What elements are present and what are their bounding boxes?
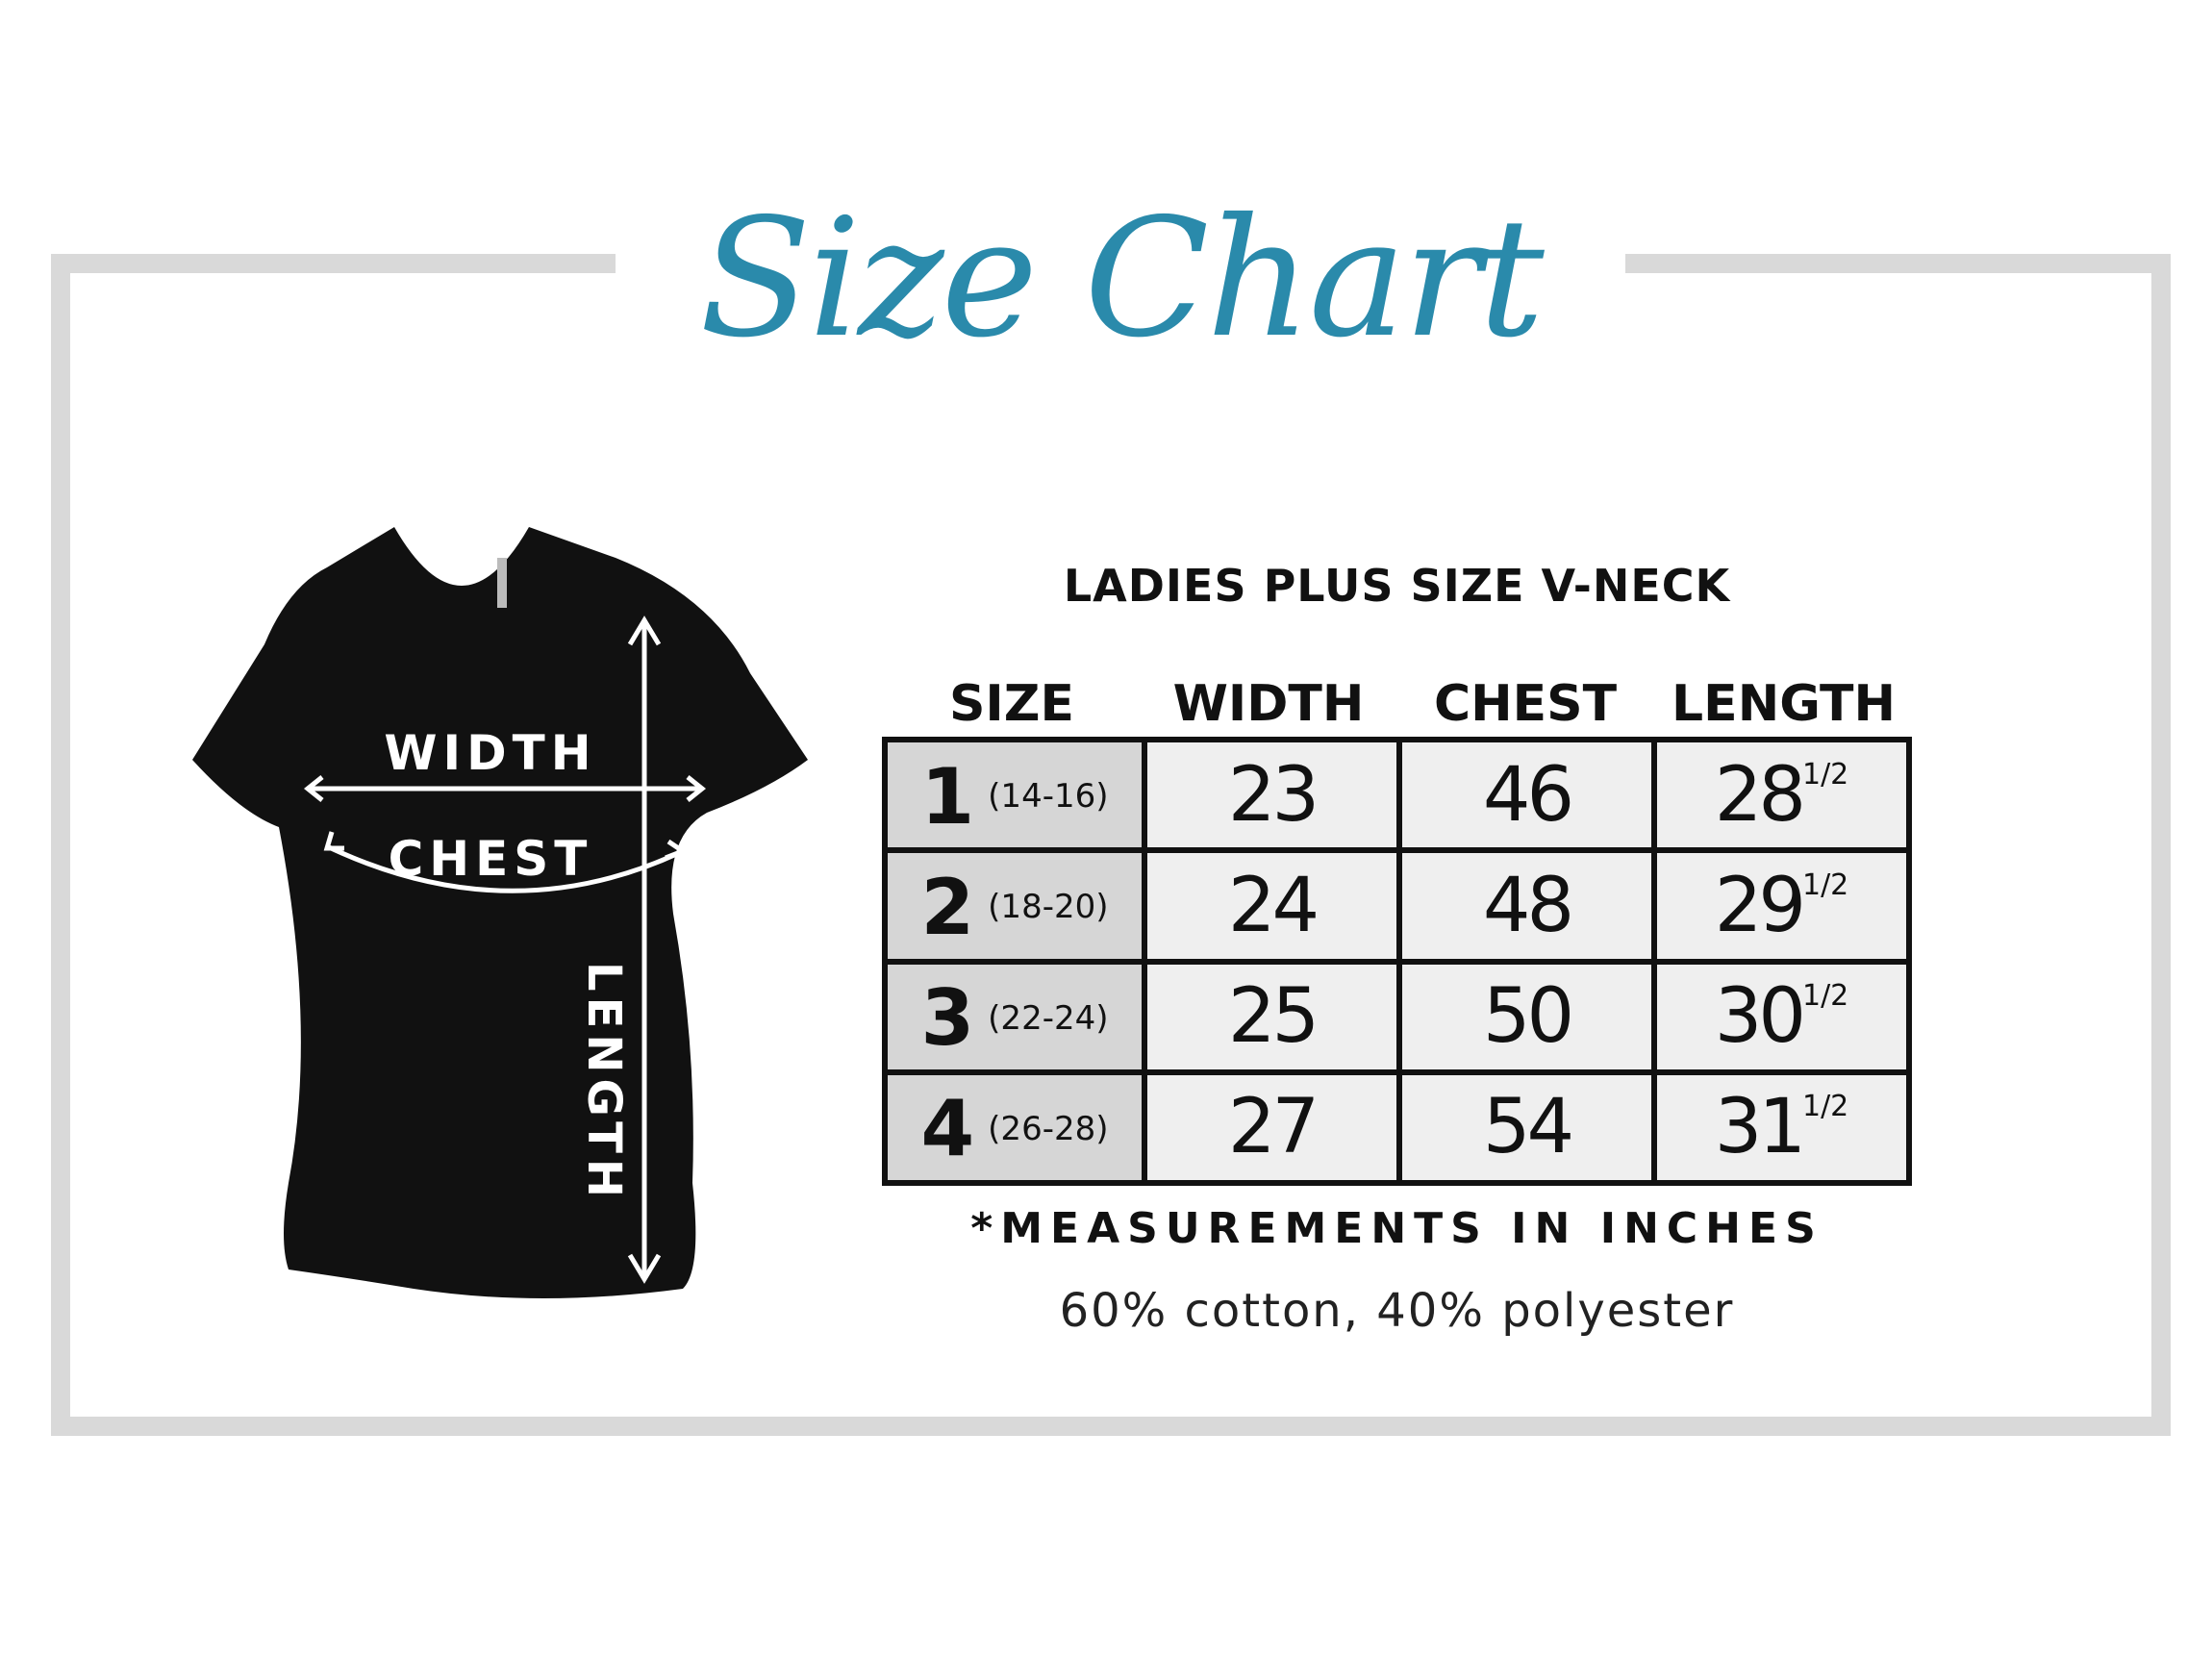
- frame-right: [2151, 254, 2171, 1436]
- page-title: Size Chart: [616, 135, 1625, 423]
- tshirt-illustration: WIDTH CHEST LENGTH: [192, 527, 808, 1298]
- width-cell: 25: [1142, 958, 1402, 1075]
- length-value: 28: [1714, 751, 1806, 839]
- length-fraction: 1/2: [1801, 979, 1849, 1014]
- column-header-size: SIZE: [948, 675, 1075, 733]
- shirt-width-label: WIDTH: [384, 725, 596, 781]
- length-fraction: 1/2: [1801, 867, 1849, 902]
- width-cell: 23: [1142, 736, 1402, 854]
- length-fraction: 1/2: [1801, 757, 1849, 792]
- width-cell: 24: [1142, 847, 1402, 965]
- size-table: 1 (14-16) 23 46 281/2 2 (18-20) 24 48 291/…: [882, 736, 1912, 1187]
- chest-cell: 50: [1396, 958, 1657, 1075]
- length-value: 29: [1714, 862, 1806, 949]
- chest-cell: 54: [1396, 1068, 1657, 1187]
- fabric-composition: 60% cotton, 40% polyester: [1059, 1284, 1735, 1338]
- width-cell: 27: [1142, 1068, 1402, 1187]
- column-header-width: WIDTH: [1172, 675, 1365, 733]
- measurement-note: *MEASUREMENTS IN INCHES: [970, 1204, 1823, 1253]
- length-cell: 311/2: [1651, 1068, 1912, 1187]
- size-cell: 1 (14-16): [882, 736, 1147, 854]
- column-header-length: LENGTH: [1672, 675, 1896, 733]
- column-header-chest: CHEST: [1433, 675, 1618, 733]
- size-number: 4: [920, 1084, 975, 1174]
- table-row: 4 (26-28) 27 54 311/2: [882, 1068, 1912, 1187]
- frame-left: [51, 254, 70, 1436]
- length-value: 30: [1714, 973, 1806, 1061]
- size-cell: 3 (22-24): [882, 958, 1147, 1075]
- length-arrowheads: [627, 616, 662, 1284]
- length-cell: 281/2: [1651, 736, 1912, 854]
- size-cell: 2 (18-20): [882, 847, 1147, 965]
- length-value: 31: [1714, 1084, 1806, 1171]
- chest-cell: 46: [1396, 736, 1657, 854]
- frame-bottom: [51, 1417, 2171, 1436]
- chest-arrow: [325, 843, 685, 893]
- length-fraction: 1/2: [1801, 1090, 1849, 1124]
- table-row: 3 (22-24) 25 50 301/2: [882, 958, 1912, 1075]
- size-number: 3: [920, 973, 975, 1064]
- chest-arrowheads: [323, 831, 689, 861]
- tshirt-body: [192, 527, 808, 1298]
- frame-top-left: [51, 254, 655, 273]
- size-range: (18-20): [988, 888, 1109, 927]
- size-number: 1: [920, 751, 975, 842]
- size-number: 2: [920, 862, 975, 952]
- size-cell: 4 (26-28): [882, 1068, 1147, 1187]
- tshirt-tag: [497, 558, 507, 608]
- shirt-chest-label: CHEST: [389, 831, 593, 887]
- width-arrowheads: [303, 775, 707, 802]
- size-range: (14-16): [988, 777, 1109, 817]
- length-cell: 291/2: [1651, 847, 1912, 965]
- size-range: (26-28): [988, 1109, 1109, 1148]
- product-name: LADIES PLUS SIZE V-NECK: [1063, 560, 1731, 612]
- length-cell: 301/2: [1651, 958, 1912, 1075]
- shirt-length-label: LENGTH: [577, 962, 631, 1203]
- table-row: 1 (14-16) 23 46 281/2: [882, 736, 1912, 854]
- table-row: 2 (18-20) 24 48 291/2: [882, 847, 1912, 965]
- frame-top-right: [1584, 254, 2171, 273]
- chest-cell: 48: [1396, 847, 1657, 965]
- size-range: (22-24): [988, 998, 1109, 1038]
